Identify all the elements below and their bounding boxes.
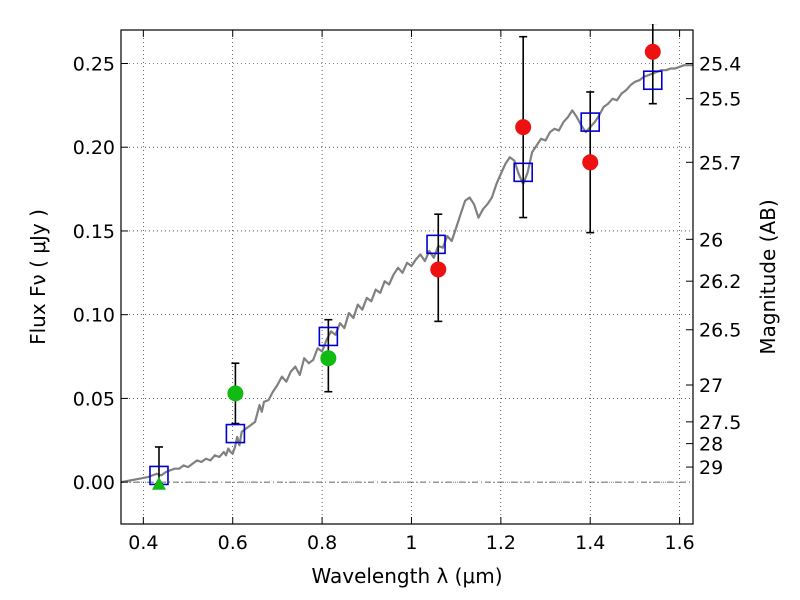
photometry-point bbox=[644, 43, 661, 60]
x-tick-label: 1.6 bbox=[664, 532, 694, 554]
photometry-point bbox=[227, 385, 244, 402]
model-photometry-square bbox=[580, 112, 601, 132]
magnitude-tick-label: 27 bbox=[699, 375, 723, 397]
x-tick-label: 1.4 bbox=[575, 532, 605, 554]
y-tick-label: 0.10 bbox=[73, 305, 115, 327]
model-photometry-square bbox=[426, 234, 446, 255]
model-photometry-square bbox=[513, 162, 533, 183]
y-tick-label: 0.20 bbox=[73, 137, 115, 159]
magnitude-tick-label: 26 bbox=[699, 229, 723, 251]
photometry-point bbox=[320, 350, 337, 367]
photometry-point bbox=[515, 119, 532, 136]
magnitude-tick-label: 25.5 bbox=[699, 89, 741, 111]
x-tick-label: 0.6 bbox=[218, 532, 248, 554]
model-photometry-square bbox=[225, 423, 246, 444]
template-spectrum-line bbox=[121, 64, 693, 484]
y-tick-label: 0.00 bbox=[73, 472, 115, 494]
magnitude-tick-label: 25.7 bbox=[699, 152, 741, 174]
right-axis-title: Magnitude (AB) bbox=[756, 199, 780, 354]
x-axis-title: Wavelength λ (μm) bbox=[311, 564, 502, 588]
model-photometry-square bbox=[318, 326, 339, 347]
y-tick-label: 0.25 bbox=[73, 53, 115, 75]
magnitude-tick-label: 26.2 bbox=[699, 271, 741, 293]
x-tick-label: 0.4 bbox=[128, 532, 158, 554]
plot-frame bbox=[120, 29, 694, 525]
error-bar bbox=[648, 24, 657, 105]
magnitude-tick-label: 27.5 bbox=[699, 412, 741, 434]
grid-lines bbox=[121, 30, 693, 524]
upper-limit-triangle bbox=[151, 476, 166, 490]
photometry-point bbox=[430, 261, 447, 278]
axis-ticks: 0.4 0.6 0.8 1 1.2 1.4 1.6 0.00 0.05 0.10 0.15 0.20 0… bbox=[73, 30, 741, 554]
y-tick-label: 0.05 bbox=[73, 388, 115, 410]
magnitude-tick-label: 28 bbox=[699, 434, 723, 456]
y-tick-label: 0.15 bbox=[73, 221, 115, 243]
x-tick-label: 1.2 bbox=[486, 532, 516, 554]
photometry-point bbox=[582, 154, 599, 171]
magnitude-tick-label: 25.4 bbox=[699, 53, 741, 75]
model-photometry-square bbox=[642, 70, 663, 91]
x-tick-label: 0.8 bbox=[307, 532, 337, 554]
magnitude-tick-label: 26.5 bbox=[699, 320, 741, 342]
x-tick-label: 1 bbox=[405, 532, 417, 554]
magnitude-tick-label: 29 bbox=[699, 457, 723, 479]
y-axis-title: Flux Fν ( μJy ) bbox=[26, 209, 50, 345]
plot-area bbox=[121, 24, 693, 490]
